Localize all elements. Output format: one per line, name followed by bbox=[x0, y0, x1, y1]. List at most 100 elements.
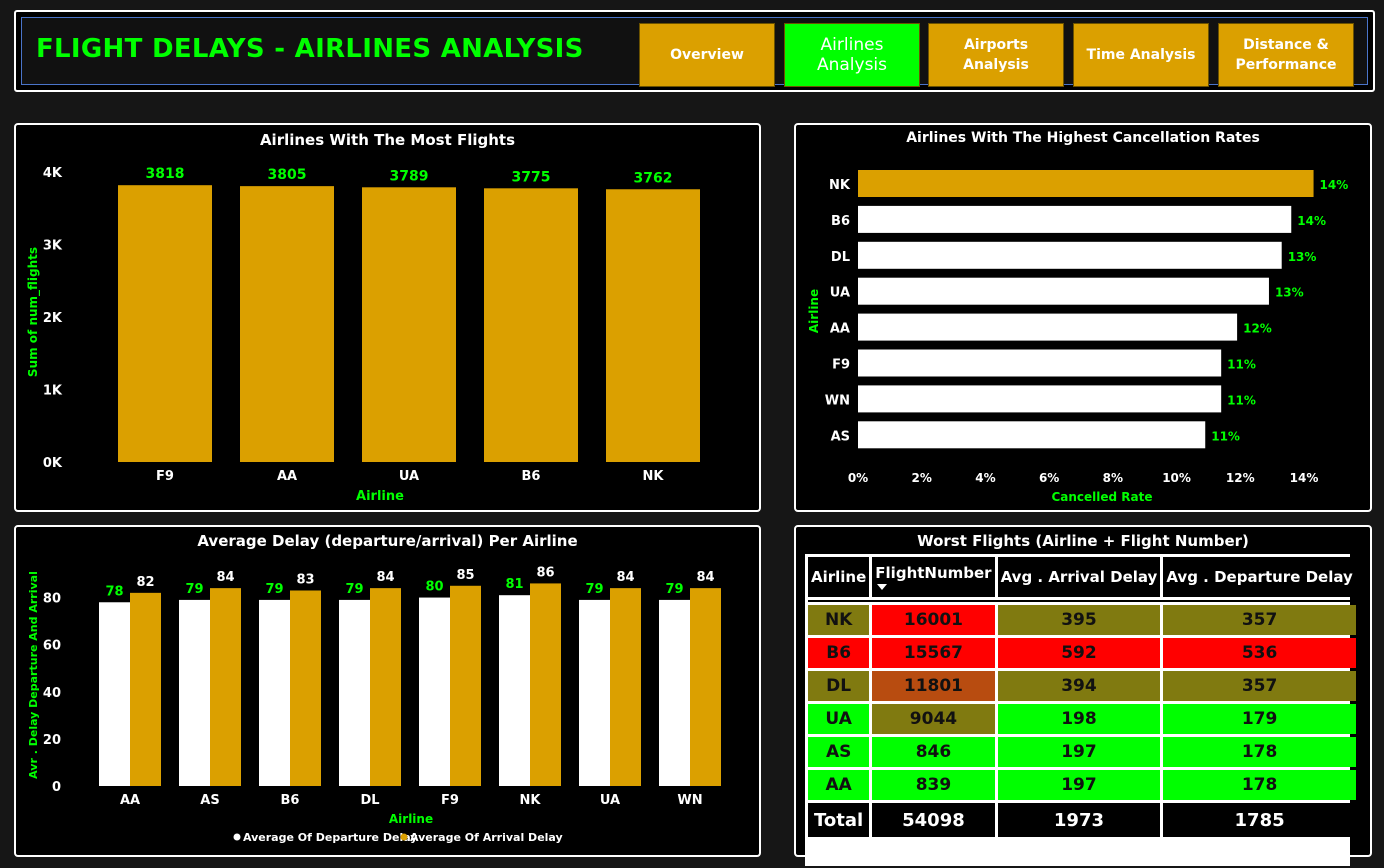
data-label: 79 bbox=[665, 582, 683, 597]
nav-button-time-analysis[interactable]: Time Analysis bbox=[1073, 23, 1209, 87]
bar-as[interactable] bbox=[858, 421, 1206, 449]
bar-nk[interactable] bbox=[606, 189, 700, 462]
sort-descending-icon[interactable] bbox=[877, 584, 888, 590]
bar-wn[interactable] bbox=[858, 385, 1222, 413]
nav-button-airlines-analysis[interactable]: Airlines Analysis bbox=[784, 23, 920, 87]
x-axis-label: Airline bbox=[356, 489, 404, 504]
table-row[interactable]: UA 9044 198 179 bbox=[808, 704, 1356, 734]
bar-dl-arrival[interactable] bbox=[370, 588, 401, 786]
bar-nk-arrival[interactable] bbox=[530, 583, 561, 786]
y-tick-label: AS bbox=[831, 429, 850, 444]
worst-flights-title: Worst Flights (Airline + Flight Number) bbox=[917, 532, 1249, 550]
bar-f9-departure[interactable] bbox=[419, 597, 450, 786]
worst-flights-table: Airline FlightNumber Avg . Arrival Delay… bbox=[805, 554, 1359, 840]
x-tick-label: 2% bbox=[912, 471, 932, 485]
bar-wn-departure[interactable] bbox=[659, 599, 690, 786]
nav-button-overview[interactable]: Overview bbox=[639, 23, 775, 87]
table-row[interactable]: DL 11801 394 357 bbox=[808, 671, 1356, 701]
data-label: 79 bbox=[265, 582, 283, 597]
legend-departure-label[interactable]: Average Of Departure Delay bbox=[243, 831, 417, 844]
bar-b6-arrival[interactable] bbox=[290, 590, 321, 786]
column-header-airline[interactable]: Airline bbox=[808, 557, 870, 597]
bar-f9-arrival[interactable] bbox=[450, 585, 481, 786]
bar-as-departure[interactable] bbox=[179, 599, 210, 786]
cell-airline: UA bbox=[808, 704, 870, 734]
table-total-row: Total 54098 1973 1785 bbox=[808, 803, 1356, 837]
total-departure-delay: 1785 bbox=[1163, 803, 1356, 837]
data-label: 11% bbox=[1227, 393, 1256, 407]
y-tick-label: 80 bbox=[43, 592, 61, 607]
table-row[interactable]: AS 846 197 178 bbox=[808, 737, 1356, 767]
cell-arrival-delay: 394 bbox=[997, 671, 1161, 701]
bar-ua-departure[interactable] bbox=[579, 599, 610, 786]
y-tick-label: 20 bbox=[43, 733, 61, 748]
column-header-departure-delay[interactable]: Avg . Departure Delay bbox=[1163, 557, 1356, 597]
bar-b6-departure[interactable] bbox=[259, 599, 290, 786]
column-header-flightnumber[interactable]: FlightNumber bbox=[872, 557, 995, 597]
bar-b6[interactable] bbox=[858, 205, 1292, 233]
most-flights-chart: 0K 1K 2K 3K 4K 3818 F9 3805 AA 3789 UA 3775 B6 3762 NK… bbox=[26, 166, 700, 504]
bar-as-arrival[interactable] bbox=[210, 588, 241, 786]
data-label: 84 bbox=[376, 570, 394, 585]
y-tick-label: B6 bbox=[831, 214, 850, 229]
data-label: 79 bbox=[345, 582, 363, 597]
bar-f9[interactable] bbox=[858, 349, 1222, 377]
cell-flightnumber: 9044 bbox=[872, 704, 995, 734]
header-bar: FLIGHT DELAYS - AIRLINES ANALYSIS Overvi… bbox=[14, 10, 1375, 92]
bar-aa[interactable] bbox=[858, 313, 1238, 341]
legend-arrival-label[interactable]: Average Of Arrival Delay bbox=[410, 831, 563, 844]
data-label: 12% bbox=[1243, 322, 1272, 336]
y-tick-label: F9 bbox=[832, 358, 850, 373]
nav-button-distance-performance[interactable]: Distance & Performance bbox=[1218, 23, 1354, 87]
bar-aa[interactable] bbox=[240, 186, 334, 462]
x-axis-label: Airline bbox=[389, 812, 433, 826]
table-row[interactable]: B6 15567 592 536 bbox=[808, 638, 1356, 668]
bar-b6[interactable] bbox=[484, 188, 578, 462]
cell-departure-delay: 178 bbox=[1163, 770, 1356, 800]
y-tick-label: DL bbox=[831, 250, 850, 265]
data-label: 79 bbox=[585, 582, 603, 597]
table-row[interactable]: AA 839 197 178 bbox=[808, 770, 1356, 800]
x-tick-label: 0% bbox=[848, 471, 868, 485]
bar-aa-departure[interactable] bbox=[99, 602, 130, 786]
x-tick-label: NK bbox=[643, 469, 665, 484]
cell-departure-delay: 178 bbox=[1163, 737, 1356, 767]
cell-departure-delay: 357 bbox=[1163, 671, 1356, 701]
bar-ua[interactable] bbox=[362, 187, 456, 463]
x-tick-label: F9 bbox=[156, 469, 174, 484]
nav-button-airports-analysis[interactable]: Airports Analysis bbox=[928, 23, 1064, 87]
bar-nk-departure[interactable] bbox=[499, 595, 530, 786]
most-flights-title: Airlines With The Most Flights bbox=[259, 131, 516, 149]
y-tick-label: 0K bbox=[43, 456, 63, 471]
y-tick-label: 2K bbox=[43, 311, 63, 326]
bar-nk[interactable] bbox=[858, 170, 1314, 197]
x-tick-label: AA bbox=[120, 793, 140, 808]
x-tick-label: AA bbox=[277, 469, 297, 484]
bar-ua[interactable] bbox=[858, 277, 1269, 305]
worst-flights-panel: Worst Flights (Airline + Flight Number) … bbox=[794, 525, 1372, 866]
data-label: 84 bbox=[616, 570, 634, 585]
cancellation-panel: Airlines With The Highest Cancellation R… bbox=[794, 123, 1372, 512]
y-tick-label: WN bbox=[825, 393, 850, 408]
cell-arrival-delay: 198 bbox=[997, 704, 1161, 734]
data-label: 79 bbox=[185, 582, 203, 597]
bar-dl-departure[interactable] bbox=[339, 599, 370, 786]
x-tick-label: B6 bbox=[281, 793, 300, 808]
data-label: 11% bbox=[1211, 429, 1240, 443]
cell-flightnumber: 15567 bbox=[872, 638, 995, 668]
bar-f9[interactable] bbox=[118, 185, 212, 462]
cell-departure-delay: 179 bbox=[1163, 704, 1356, 734]
legend-arrival-marker bbox=[400, 833, 408, 841]
column-header-arrival-delay[interactable]: Avg . Arrival Delay bbox=[997, 557, 1161, 597]
bar-dl[interactable] bbox=[858, 241, 1282, 269]
y-tick-label: NK bbox=[829, 178, 851, 193]
bar-wn-arrival[interactable] bbox=[690, 588, 721, 786]
bar-ua-arrival[interactable] bbox=[610, 588, 641, 786]
header-inner: FLIGHT DELAYS - AIRLINES ANALYSIS Overvi… bbox=[21, 17, 1368, 87]
bar-aa-arrival[interactable] bbox=[130, 592, 161, 786]
data-label: 3762 bbox=[634, 170, 673, 186]
cell-airline: AS bbox=[808, 737, 870, 767]
cell-departure-delay: 536 bbox=[1163, 638, 1356, 668]
table-row[interactable]: NK 16001 395 357 bbox=[808, 605, 1356, 635]
cell-airline: AA bbox=[808, 770, 870, 800]
